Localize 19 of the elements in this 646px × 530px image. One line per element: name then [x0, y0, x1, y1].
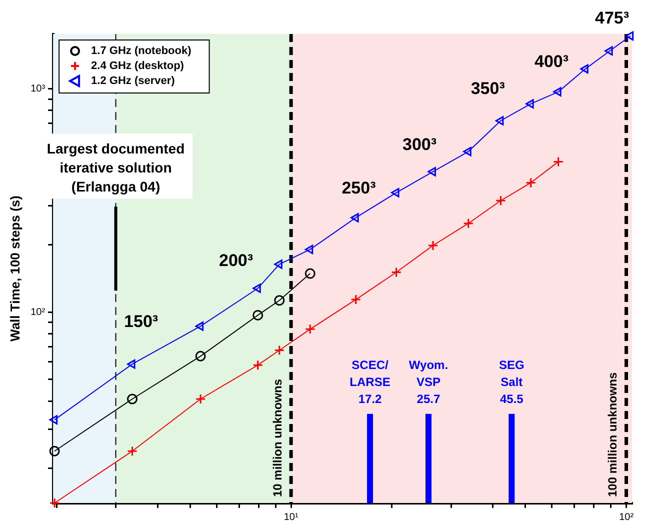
annotation: 400³ — [534, 52, 569, 71]
y-tick-label: 10³ — [30, 84, 46, 95]
annotation: 300³ — [402, 134, 437, 154]
annotation: 350³ — [470, 79, 506, 98]
text: 475³ — [594, 8, 630, 28]
ref-line-label: Wyom. VSP 25.7 — [408, 358, 448, 406]
ref-line-label: SEG Salt 45.5 — [498, 358, 524, 406]
annotation: 150³ — [124, 312, 158, 332]
ref-line-label: 100 million unknowns — [606, 372, 620, 497]
annotation: Largest documented iterative solution (Erlangga 04) — [46, 140, 185, 194]
annotation: 250³ — [342, 178, 376, 198]
ref-line-label: 10 million unknowns — [270, 378, 284, 497]
legend-label: 1.2 GHz (server) — [91, 75, 176, 88]
annotation: 200³ — [218, 251, 254, 270]
x-tick-label: 10¹ — [284, 512, 299, 523]
legend-label: 2.4 GHz (desktop) — [91, 60, 184, 72]
ref-line-label: SCEC/ LARSE 17.2 — [350, 358, 390, 406]
y-axis-title: Wall Time, 100 steps (s) — [7, 196, 22, 342]
legend-label: 1.7 GHz (notebook) — [91, 45, 192, 58]
